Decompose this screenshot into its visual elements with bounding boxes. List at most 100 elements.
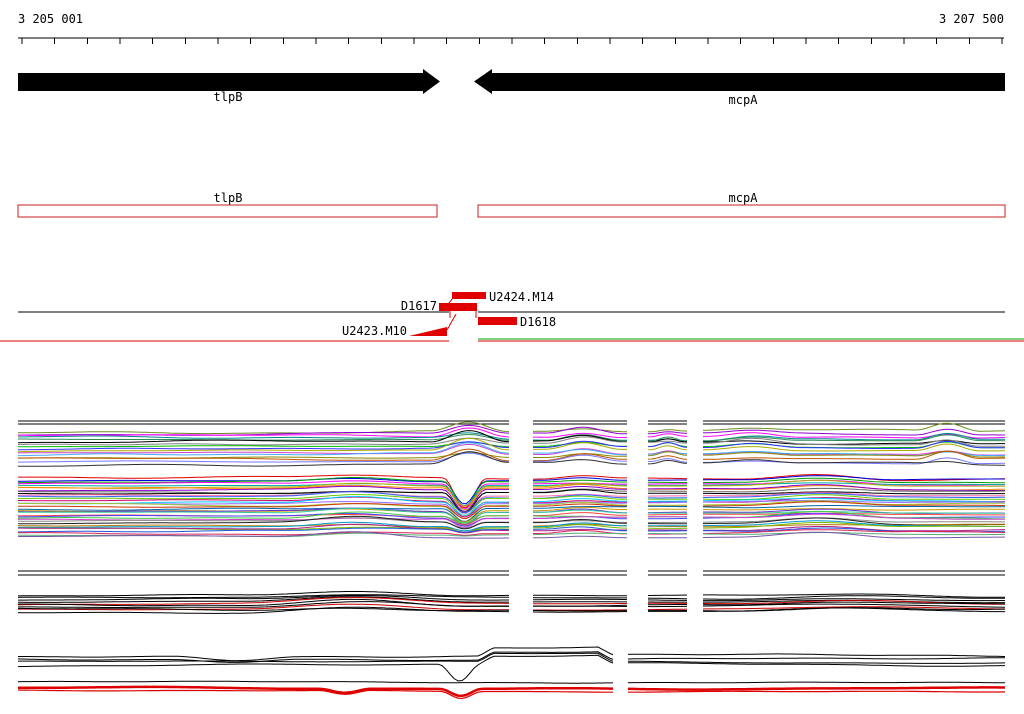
alignment-trace	[532, 428, 627, 433]
alignment-trace	[533, 524, 627, 529]
alignment-trace	[18, 503, 509, 523]
alignment-trace	[703, 432, 1006, 442]
alignment-trace	[703, 457, 1005, 465]
alignment-trace	[647, 455, 688, 460]
alignment-trace	[703, 497, 1005, 503]
alignment-trace	[17, 651, 614, 663]
ruler-end-label: 3 207 500	[939, 12, 1004, 26]
primer-wedge-u2423-m10[interactable]	[409, 327, 447, 336]
alignment-trace	[17, 517, 509, 528]
alignment-trace	[18, 531, 509, 539]
alignment-trace	[533, 482, 627, 488]
alignment-trace	[17, 594, 509, 599]
alignment-trace	[647, 431, 687, 435]
alignment-trace	[18, 596, 509, 603]
alignment-trace	[702, 499, 1005, 503]
alignment-trace	[647, 599, 687, 601]
alignment-trace	[18, 521, 509, 532]
alignment-trace	[17, 591, 509, 597]
alignment-trace	[703, 491, 1005, 495]
alignment-trace	[703, 443, 1005, 452]
alignment-trace	[532, 516, 627, 520]
alignment-trace	[648, 608, 688, 611]
alignment-trace	[702, 479, 1005, 486]
alignment-trace	[533, 488, 627, 493]
alignment-trace	[17, 494, 509, 517]
alignment-trace	[18, 490, 509, 514]
alignment-trace	[17, 689, 613, 700]
alignment-trace	[17, 484, 510, 507]
alignment-trace	[702, 603, 1005, 608]
alignment-trace	[17, 511, 509, 524]
alignment-trace	[18, 603, 509, 611]
gene-label-tlpB[interactable]: tlpB	[214, 90, 243, 104]
alignment-trace	[533, 489, 627, 494]
alignment-trace	[17, 527, 509, 533]
alignment-trace	[648, 513, 687, 516]
junction-band-4[interactable]	[17, 646, 1005, 700]
alignment-trace	[703, 595, 1005, 600]
alignment-trace	[702, 459, 1005, 466]
alignment-trace	[647, 441, 688, 448]
alignment-band-2[interactable]	[17, 473, 1006, 539]
alignment-trace	[647, 459, 687, 465]
ruler-ticks	[21, 38, 1003, 44]
alignment-trace	[533, 432, 627, 439]
feature-label-tlpB[interactable]: tlpB	[214, 191, 243, 205]
alignment-trace	[533, 459, 627, 465]
alignment-trace	[533, 509, 628, 514]
primer-label-u2423-m10[interactable]: U2423.M10	[342, 324, 407, 338]
ruler: 3 205 001 3 207 500	[18, 12, 1004, 44]
alignment-trace	[18, 491, 509, 514]
conservation-band-3[interactable]	[17, 570, 1006, 614]
alignment-band-1[interactable]	[17, 420, 1006, 467]
feature-box-tlpB[interactable]	[17, 204, 438, 218]
alignment-trace	[533, 535, 627, 539]
alignment-trace	[17, 654, 614, 682]
alignment-trace	[628, 690, 1005, 693]
alignment-trace	[18, 597, 509, 606]
alignment-trace	[648, 458, 688, 463]
alignment-trace	[18, 443, 510, 455]
alignment-trace	[703, 492, 1005, 497]
gene-arrow-tlpB[interactable]	[18, 69, 440, 94]
feature-label-mcpA[interactable]: mcpA	[729, 191, 759, 205]
alignment-trace	[17, 421, 510, 435]
primer-bar-d1617[interactable]	[439, 303, 477, 311]
alignment-trace	[703, 437, 1006, 447]
gene-label-mcpA[interactable]: mcpA	[729, 93, 759, 107]
alignment-trace	[703, 494, 1005, 500]
alignment-trace	[532, 501, 627, 506]
alignment-trace	[532, 532, 627, 536]
primer-label-d1617[interactable]: D1617	[401, 299, 437, 313]
alignment-trace	[533, 436, 627, 444]
alignment-trace	[18, 442, 509, 457]
gene-arrow-mcpA[interactable]	[474, 69, 1005, 94]
alignment-trace	[532, 498, 627, 503]
alignment-trace	[703, 532, 1005, 536]
ruler-start-label: 3 205 001	[18, 12, 83, 26]
primer-bar-d1618[interactable]	[478, 317, 517, 325]
alignment-trace	[532, 484, 628, 490]
alignment-plot-area[interactable]	[17, 420, 1006, 700]
alignment-trace	[18, 448, 509, 462]
alignment-trace	[18, 515, 509, 530]
alignment-trace	[533, 475, 627, 480]
alignment-trace	[18, 441, 509, 448]
alignment-trace	[533, 479, 627, 483]
alignment-trace	[647, 438, 688, 443]
alignment-trace	[18, 595, 509, 601]
alignment-trace	[18, 507, 509, 526]
primer-label-d1618[interactable]: D1618	[520, 315, 556, 329]
alignment-trace	[17, 437, 509, 446]
alignment-trace	[702, 428, 1005, 436]
feature-box-mcpA[interactable]	[477, 204, 1006, 218]
alignment-trace	[647, 501, 688, 504]
alignment-trace	[533, 442, 628, 450]
alignment-trace	[532, 434, 628, 443]
alignment-trace	[532, 448, 627, 455]
alignment-trace	[703, 601, 1005, 606]
alignment-trace	[17, 437, 509, 453]
primer-bar-u2424-m14[interactable]	[452, 292, 486, 299]
primer-label-u2424-m14[interactable]: U2424.M14	[489, 290, 554, 304]
